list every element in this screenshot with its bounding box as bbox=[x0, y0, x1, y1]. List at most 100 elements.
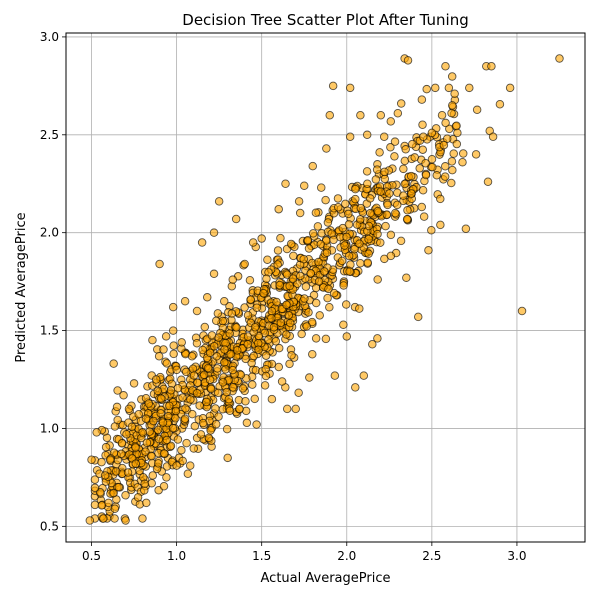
scatter-point bbox=[243, 340, 253, 349]
scatter-point bbox=[307, 317, 317, 327]
scatter-point bbox=[295, 208, 305, 218]
scatter-point bbox=[99, 514, 108, 523]
scatter-point bbox=[427, 225, 436, 235]
scatter-point bbox=[495, 99, 505, 109]
scatter-point bbox=[245, 276, 255, 285]
scatter-point bbox=[436, 220, 445, 230]
scatter-point bbox=[410, 153, 419, 162]
scatter-point bbox=[166, 385, 176, 395]
scatter-point bbox=[222, 387, 231, 397]
scatter-point bbox=[123, 468, 133, 477]
scatter-point bbox=[447, 72, 457, 81]
scatter-point bbox=[173, 435, 183, 444]
x-tick-label: 3.0 bbox=[507, 549, 526, 563]
scatter-point bbox=[379, 132, 389, 142]
scatter-point bbox=[282, 330, 291, 339]
scatter-point bbox=[140, 479, 149, 489]
scatter-point bbox=[419, 212, 429, 221]
scatter-point bbox=[177, 445, 186, 455]
scatter-point bbox=[133, 493, 143, 502]
scatter-point bbox=[271, 337, 281, 346]
scatter-point bbox=[363, 258, 372, 267]
scatter-point bbox=[441, 162, 450, 171]
scatter-point bbox=[121, 490, 130, 500]
scatter-point bbox=[171, 413, 180, 423]
scatter-point bbox=[329, 288, 339, 298]
scatter-point bbox=[153, 386, 163, 396]
scatter-point bbox=[308, 161, 317, 171]
scatter-point bbox=[452, 121, 461, 131]
scatter-point bbox=[359, 371, 369, 380]
scatter-point bbox=[382, 210, 392, 219]
scatter-point bbox=[198, 418, 208, 428]
scatter-point bbox=[205, 375, 215, 384]
scatter-point bbox=[97, 457, 106, 467]
scatter-point bbox=[373, 334, 382, 343]
scatter-point bbox=[162, 473, 171, 482]
scatter-point bbox=[390, 137, 400, 146]
scatter-point bbox=[432, 171, 442, 180]
scatter-point bbox=[274, 362, 284, 372]
scatter-point bbox=[362, 167, 372, 176]
scatter-point bbox=[197, 238, 207, 247]
scatter-point bbox=[240, 303, 249, 312]
scatter-point bbox=[248, 380, 257, 389]
scatter-point bbox=[198, 345, 207, 355]
scatter-point bbox=[259, 288, 268, 298]
scatter-point bbox=[447, 157, 457, 166]
scatter-point bbox=[517, 306, 527, 316]
scatter-point bbox=[147, 451, 156, 461]
scatter-point bbox=[178, 456, 187, 466]
scatter-point bbox=[168, 326, 178, 335]
scatter-point bbox=[329, 235, 338, 245]
scatter-point bbox=[373, 229, 382, 239]
scatter-point bbox=[355, 239, 364, 249]
scatter-point bbox=[447, 178, 456, 188]
scatter-point bbox=[323, 293, 332, 303]
scatter-point bbox=[169, 349, 178, 359]
scatter-point bbox=[311, 298, 321, 308]
scatter-point bbox=[345, 267, 354, 276]
scatter-point bbox=[314, 277, 324, 286]
scatter-point bbox=[452, 139, 462, 149]
scatter-point bbox=[232, 323, 241, 332]
scatter-point bbox=[92, 428, 101, 437]
scatter-point bbox=[90, 475, 100, 484]
scatter-point bbox=[289, 251, 298, 261]
scatter-point bbox=[85, 516, 95, 525]
scatter-point bbox=[181, 367, 191, 377]
scatter-point bbox=[154, 434, 164, 444]
scatter-point bbox=[284, 311, 293, 320]
scatter-point bbox=[281, 179, 290, 188]
scatter-point bbox=[155, 259, 164, 269]
scatter-point bbox=[400, 156, 410, 166]
scatter-point bbox=[209, 269, 219, 279]
scatter-point bbox=[365, 194, 375, 203]
x-axis-ticks: 0.5 1.0 1.5 2.0 2.5 3.0 bbox=[82, 542, 526, 563]
scatter-point bbox=[356, 203, 366, 213]
scatter-point bbox=[168, 302, 178, 312]
scatter-point bbox=[224, 394, 234, 404]
scatter-point bbox=[323, 218, 333, 227]
scatter-point bbox=[386, 143, 395, 152]
scatter-point bbox=[286, 239, 296, 249]
scatter-point bbox=[428, 162, 437, 172]
scatter-point bbox=[291, 404, 300, 414]
scatter-point bbox=[189, 444, 199, 453]
scatter-point bbox=[419, 132, 428, 142]
scatter-point bbox=[212, 352, 221, 361]
scatter-point bbox=[344, 209, 353, 219]
scatter-point bbox=[424, 246, 433, 255]
scatter-point bbox=[109, 488, 118, 498]
scatter-point bbox=[401, 145, 410, 154]
scatter-point bbox=[273, 260, 282, 269]
scatter-point bbox=[277, 377, 287, 386]
scatter-point bbox=[375, 148, 384, 157]
scatter-point bbox=[441, 118, 450, 128]
scatter-point bbox=[449, 149, 458, 158]
scatter-point bbox=[285, 281, 294, 291]
scatter-point bbox=[209, 228, 219, 237]
scatter-point bbox=[390, 152, 399, 161]
scatter-point bbox=[413, 312, 423, 322]
